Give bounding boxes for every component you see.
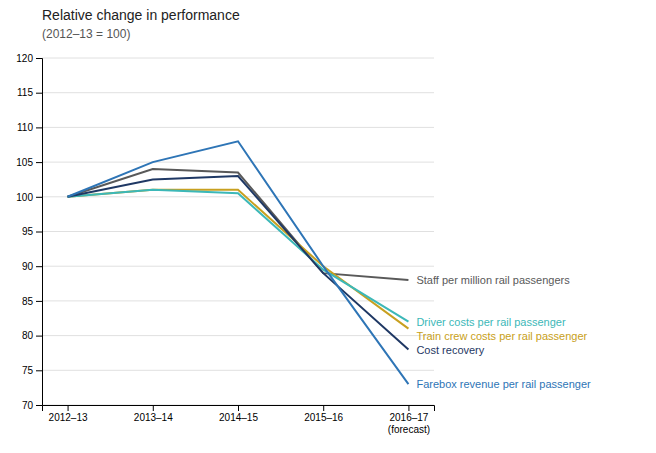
y-tick-mark (36, 162, 42, 163)
subtitle: (2012–13 = 100) (42, 27, 130, 41)
y-tick-mark (36, 58, 42, 59)
x-tick: 2014–15 (219, 405, 258, 423)
grid-line (42, 370, 434, 371)
x-tick-mark (153, 405, 154, 411)
series-label: Staff per million rail passengers (416, 274, 570, 286)
y-tick-label: 100 (16, 192, 33, 203)
x-axis: 2012–13 2013–14 2014–15 2015–16 2016–17(fore… (43, 405, 435, 435)
series-label: Cost recovery (416, 344, 484, 356)
grid-line (42, 58, 434, 59)
x-tick-mark (238, 405, 239, 411)
series-label: Driver costs per rail passenger (416, 316, 566, 328)
x-tick-label: 2016–17(forecast) (388, 412, 430, 435)
y-tick-mark (36, 336, 42, 337)
series-label: Farebox revenue per rail passenger (416, 378, 591, 390)
grid-line (42, 162, 434, 163)
y-tick-label: 85 (22, 296, 34, 307)
x-axis-line (43, 406, 435, 412)
y-tick: 115 (17, 87, 42, 98)
y-axis: 70 75 80 85 90 95 100 105 110 115 120 (16, 53, 42, 411)
series-line (68, 190, 409, 329)
y-tick-label: 95 (22, 226, 34, 237)
y-tick-mark (36, 405, 42, 406)
y-tick: 120 (16, 53, 42, 64)
series-line (68, 190, 409, 322)
x-tick-mark (68, 405, 69, 411)
y-tick: 100 (16, 192, 42, 203)
y-tick: 90 (22, 261, 42, 272)
grid-line (42, 231, 434, 232)
y-axis-line (36, 59, 43, 406)
y-tick-label: 90 (22, 261, 34, 272)
grid-line (42, 196, 434, 197)
x-tick-mark (323, 405, 324, 411)
y-tick-mark (36, 232, 42, 233)
y-tick-mark (36, 266, 42, 267)
grid (42, 58, 434, 405)
y-tick-mark (36, 370, 42, 371)
y-tick-mark (36, 301, 42, 302)
y-tick-label: 70 (22, 400, 34, 411)
plot: 70 75 80 85 90 95 100 105 110 115 120 2012–13 2013–1… (16, 53, 591, 435)
x-tick: 2015–16 (304, 405, 343, 423)
x-tick-label: 2012–13 (49, 412, 88, 423)
grid-line (42, 92, 434, 93)
y-tick-label: 110 (17, 122, 33, 133)
series-line (68, 176, 409, 350)
y-tick: 110 (17, 122, 42, 133)
x-tick-mark (408, 405, 409, 411)
y-tick-label: 80 (22, 330, 34, 341)
y-tick: 105 (16, 157, 42, 168)
y-tick-label: 120 (16, 53, 33, 64)
title: Relative change in performance (42, 7, 240, 23)
y-tick: 80 (22, 330, 42, 341)
x-tick: 2016–17(forecast) (388, 405, 430, 435)
y-tick-label: 105 (16, 157, 33, 168)
x-tick-label: 2014–15 (219, 412, 258, 423)
x-tick: 2012–13 (49, 405, 88, 423)
y-tick: 70 (22, 400, 42, 411)
y-tick-mark (36, 127, 42, 128)
y-tick: 75 (22, 365, 42, 376)
lines (68, 141, 409, 384)
grid-line (42, 266, 434, 267)
grid-line (42, 127, 434, 128)
x-tick-label: 2015–16 (304, 412, 343, 423)
series-line (68, 141, 409, 384)
y-tick-label: 75 (22, 365, 34, 376)
y-tick: 95 (22, 226, 42, 237)
x-tick-label: 2013–14 (134, 412, 173, 423)
y-tick-label: 115 (17, 87, 33, 98)
y-tick-mark (36, 93, 42, 94)
x-tick: 2013–14 (134, 405, 173, 423)
chart: Relative change in performance (2012–13 =… (0, 0, 656, 453)
y-tick-mark (36, 197, 42, 198)
series-labels: Staff per million rail passengers Driver … (416, 274, 591, 390)
grid-line (42, 335, 434, 336)
series-label: Train crew costs per rail passenger (416, 330, 587, 342)
y-tick: 85 (22, 296, 42, 307)
